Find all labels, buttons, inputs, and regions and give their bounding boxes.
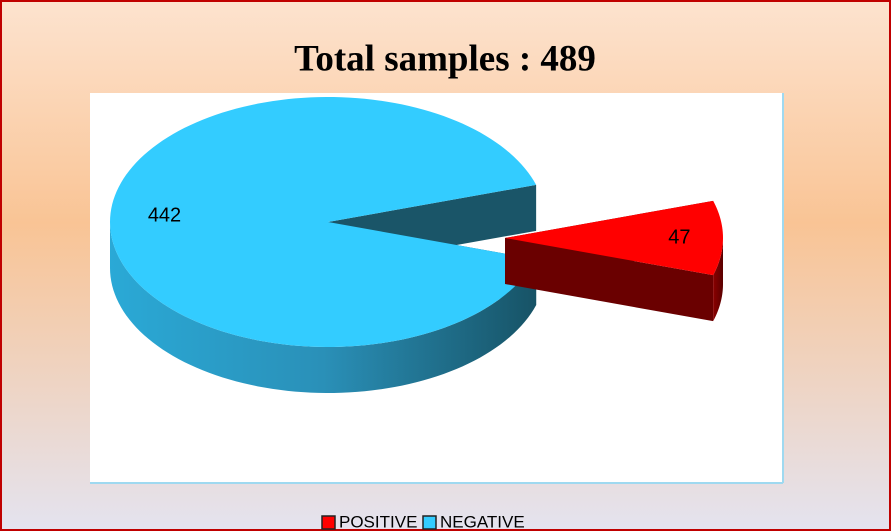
- slice: [505, 200, 723, 276]
- slice: [110, 97, 537, 347]
- slice-side: [713, 238, 723, 322]
- legend-swatch: [321, 515, 336, 530]
- value-label: 47: [668, 226, 690, 248]
- legend-label: NEGATIVE: [440, 512, 525, 531]
- pie: 442 47: [110, 97, 723, 393]
- legend-swatch: [422, 515, 437, 530]
- chart-title: Total samples : 489: [294, 38, 596, 79]
- slice-face: [505, 238, 714, 322]
- legend: POSITIVE NEGATIVE: [321, 512, 525, 531]
- value-label: 442: [148, 204, 181, 226]
- slice-side: [110, 222, 537, 393]
- legend-label: POSITIVE: [339, 512, 417, 531]
